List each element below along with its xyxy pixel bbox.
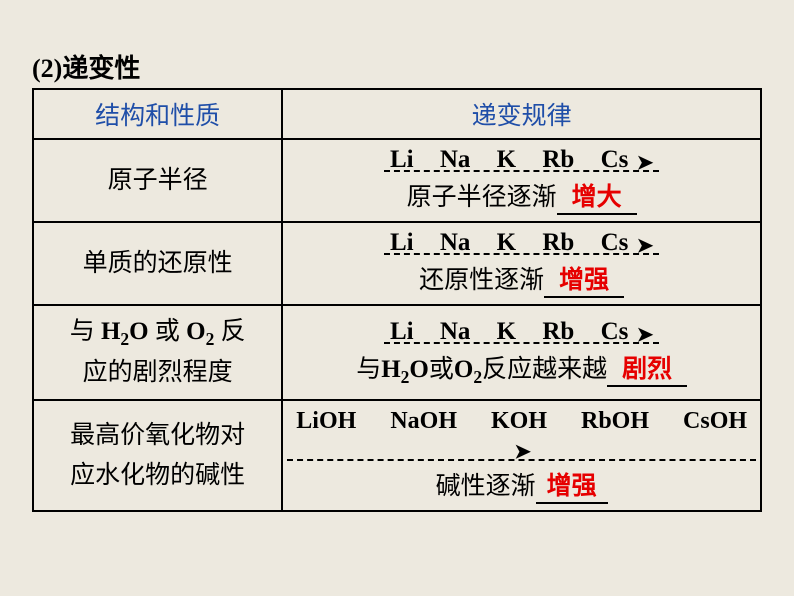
answer-text: 增强 [559,260,609,296]
row-content-reaction-intensity: Li Na K Rb Cs ➤ 与H2O或O2反应越来越剧烈 [282,305,761,400]
table-row: 原子半径 Li Na K Rb Cs ➤ 原子半径逐渐增大 [33,139,761,222]
row-content-reducibility: Li Na K Rb Cs ➤ 还原性逐渐增强 [282,222,761,305]
element-arrow-line: Li Na K Rb Cs ➤ [384,318,659,347]
table-row: 与 H2O 或 O2 反 应的剧烈程度 Li Na K Rb Cs ➤ 与H2O… [33,305,761,400]
trend-text: 还原性逐渐 [419,267,544,294]
col-header-right: 递变规律 [282,89,761,139]
gradient-table: 结构和性质 递变规律 原子半径 Li Na K Rb Cs ➤ 原子半径逐渐增大… [32,88,762,512]
answer-blank: 增强 [536,466,608,504]
answer-blank: 增强 [544,260,624,298]
trend-text: 与H2O或O2反应越来越 [356,356,607,383]
row-label-hydroxide-basicity: 最高价氧化物对 应水化物的碱性 [33,400,282,511]
table-row: 单质的还原性 Li Na K Rb Cs ➤ 还原性逐渐增强 [33,222,761,305]
row-label-reaction-intensity: 与 H2O 或 O2 反 应的剧烈程度 [33,305,282,400]
section-title: (2)递变性 [32,48,140,85]
trend-text: 碱性逐渐 [436,473,536,500]
answer-text: 剧烈 [622,349,672,385]
element-arrow-line: Li Na K Rb Cs ➤ [384,229,659,258]
answer-blank: 增大 [557,177,637,215]
element-arrow-line: Li Na K Rb Cs ➤ [384,146,659,175]
trend-text: 原子半径逐渐 [407,184,557,211]
row-content-hydroxide-basicity: LiOH NaOH KOH RbOH CsOH ➤ 碱性逐渐增强 [282,400,761,511]
answer-text: 增大 [572,177,622,213]
answer-text: 增强 [547,466,597,502]
row-label-atomic-radius: 原子半径 [33,139,282,222]
element-arrow-line: LiOH NaOH KOH RbOH CsOH ➤ [287,407,756,464]
table-row: 最高价氧化物对 应水化物的碱性 LiOH NaOH KOH RbOH CsOH … [33,400,761,511]
answer-blank: 剧烈 [607,349,687,387]
row-label-reducibility: 单质的还原性 [33,222,282,305]
col-header-left: 结构和性质 [33,89,282,139]
row-content-atomic-radius: Li Na K Rb Cs ➤ 原子半径逐渐增大 [282,139,761,222]
